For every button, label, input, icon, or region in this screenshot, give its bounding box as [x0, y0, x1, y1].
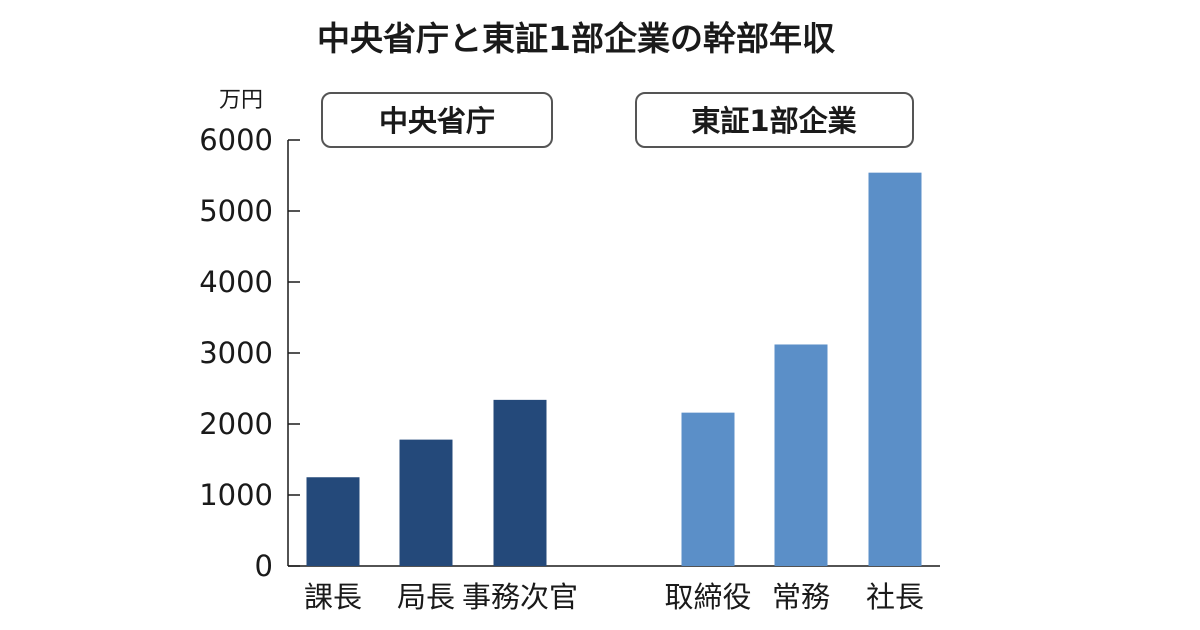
x-category-label: 課長: [304, 580, 362, 614]
bar: [681, 412, 735, 566]
x-axis-labels: 課長 局長 事務次官 取締役 常務 社長: [304, 580, 924, 614]
group-label-box: [635, 92, 914, 148]
y-axis-unit-label: 万円: [219, 88, 263, 113]
y-tick-label: 6000: [199, 123, 273, 157]
y-tick-label: 2000: [199, 407, 273, 441]
bars: [306, 172, 922, 566]
y-tick-label: 1000: [199, 478, 273, 512]
y-tick-label: 4000: [199, 265, 273, 299]
bar: [868, 172, 922, 566]
bar: [306, 477, 360, 566]
group-label-box: [321, 92, 553, 148]
y-axis: 0 1000 2000 3000 4000 5000 6000: [199, 123, 940, 583]
x-category-label: 社長: [866, 580, 924, 614]
bar: [774, 344, 828, 566]
x-category-label: 局長: [397, 580, 455, 614]
x-category-label: 常務: [772, 580, 830, 614]
chart-title: 中央省庁と東証1部企業の幹部年収: [317, 19, 836, 58]
group-labels: 中央省庁 東証1部企業: [321, 92, 914, 148]
bar: [493, 399, 547, 566]
group-label: 中央省庁: [379, 104, 495, 138]
group-label: 東証1部企業: [691, 104, 856, 138]
x-category-label: 取締役: [664, 580, 751, 614]
y-tick-label: 3000: [199, 336, 273, 370]
y-tick-label: 0: [255, 549, 273, 583]
bar: [399, 439, 453, 566]
x-category-label: 事務次官: [462, 580, 578, 614]
y-tick-label: 5000: [199, 194, 273, 228]
